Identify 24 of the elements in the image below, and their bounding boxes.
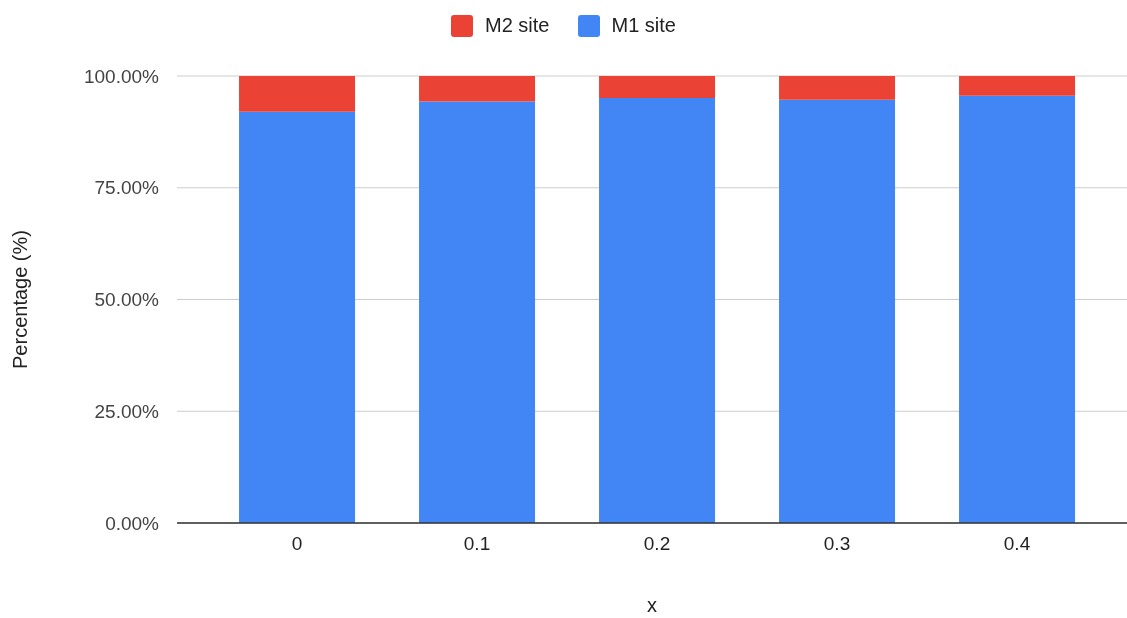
bar [419, 76, 536, 102]
x-tick-label: 0.4 [1003, 533, 1031, 555]
y-tick-label: 75.00% [94, 177, 160, 199]
y-tick-label: 100.00% [83, 65, 160, 87]
x-tick-label: 0.1 [463, 533, 491, 555]
y-tick-label: 25.00% [94, 400, 160, 422]
bar [959, 95, 1076, 523]
bar [959, 76, 1076, 96]
x-tick-label: 0 [291, 533, 303, 555]
bar [599, 97, 716, 523]
y-axis-title: Percentage (%) [9, 230, 32, 369]
y-tick-label: 0.00% [105, 512, 160, 534]
bar [779, 76, 896, 100]
x-tick-label: 0.3 [823, 533, 851, 555]
y-tick-label: 50.00% [94, 289, 160, 311]
bar [239, 111, 356, 523]
x-axis-title: x [647, 594, 657, 616]
x-tick-label: 0.2 [643, 533, 671, 555]
legend-label: M2 site [485, 14, 550, 37]
legend-label: M1 site [611, 14, 676, 37]
bar [239, 76, 356, 112]
bar [779, 99, 896, 523]
bar [599, 76, 716, 98]
bar [419, 101, 536, 523]
